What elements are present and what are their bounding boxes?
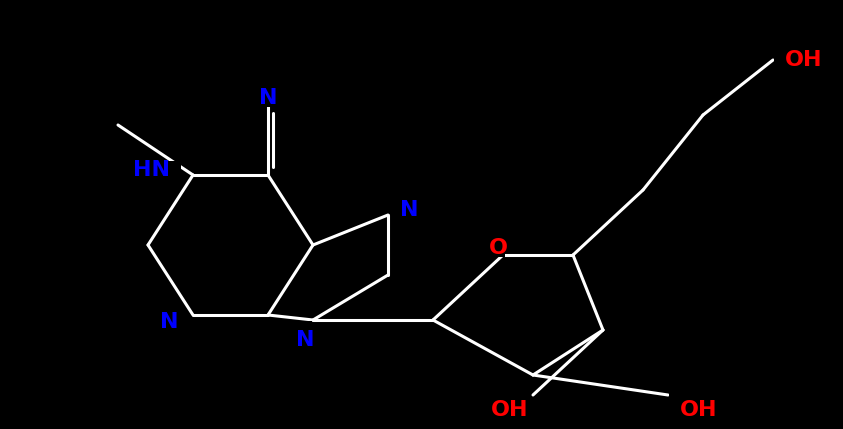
Text: N: N — [400, 200, 418, 220]
Text: O: O — [488, 238, 507, 258]
FancyBboxPatch shape — [394, 201, 407, 219]
FancyBboxPatch shape — [299, 321, 312, 339]
Text: OH: OH — [680, 400, 717, 420]
FancyBboxPatch shape — [669, 391, 691, 409]
FancyBboxPatch shape — [159, 161, 181, 179]
Text: OH: OH — [785, 50, 823, 70]
Text: N: N — [259, 88, 277, 108]
Text: N: N — [296, 330, 314, 350]
FancyBboxPatch shape — [499, 391, 521, 409]
Text: OH: OH — [491, 400, 529, 420]
FancyBboxPatch shape — [262, 89, 275, 107]
FancyBboxPatch shape — [172, 313, 185, 331]
Text: HN: HN — [133, 160, 170, 180]
FancyBboxPatch shape — [492, 239, 505, 257]
FancyBboxPatch shape — [774, 51, 796, 69]
Text: N: N — [159, 312, 178, 332]
